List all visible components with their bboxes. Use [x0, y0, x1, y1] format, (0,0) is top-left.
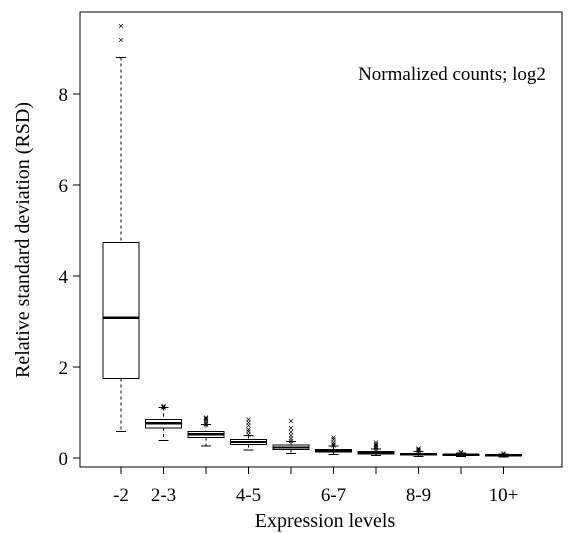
outlier-4-3: ×	[288, 428, 295, 437]
outlier-7-3: ×	[415, 444, 422, 453]
outlier-0-1: ×	[118, 35, 125, 44]
outlier-1-0: ×	[160, 402, 167, 411]
outlier-2-2: ×	[203, 417, 210, 426]
chart-annotation: Normalized counts; log2	[358, 64, 546, 85]
outlier-0-0: ×	[118, 22, 125, 31]
outlier-3-3: ×	[245, 421, 252, 430]
outlier-2-1: ×	[203, 419, 210, 428]
outlier-5-3: ×	[330, 435, 337, 444]
outlier-6-3: ×	[373, 440, 380, 449]
x-tick-label-1: 2-3	[151, 485, 176, 506]
x-tick-label-3: 4-5	[236, 485, 261, 506]
x-tick-label-0: -2	[113, 485, 129, 506]
outlier-3-1: ×	[245, 427, 252, 436]
outlier-5-4: ×	[330, 433, 337, 442]
outlier-5-0: ×	[330, 441, 337, 450]
y-tick-label-3: 6	[59, 176, 69, 197]
outlier-1-3: ×	[160, 403, 167, 412]
outlier-4-0: ×	[288, 437, 295, 446]
outlier-7-1: ×	[415, 446, 422, 455]
outlier-4-4: ×	[288, 423, 295, 432]
outlier-7-2: ×	[415, 445, 422, 454]
outlier-8-1: ×	[458, 448, 465, 457]
outlier-1-2: ×	[160, 403, 167, 412]
outlier-9-1: ×	[500, 449, 507, 458]
outlier-3-2: ×	[245, 425, 252, 434]
y-tick-label-2: 4	[59, 267, 69, 288]
x-tick-label-9: 10+	[489, 485, 519, 506]
outlier-7-0: ×	[415, 447, 422, 456]
y-tick-label-0: 0	[59, 449, 69, 470]
outlier-4-2: ×	[288, 431, 295, 440]
boxes-layer: ××××××××××××××××××××××××××××××××××××××××…	[102, 22, 522, 458]
outlier-3-0: ×	[245, 430, 252, 439]
x-axis-title: Expression levels	[255, 510, 396, 532]
outlier-4-1: ×	[288, 434, 295, 443]
axes-layer	[73, 11, 563, 474]
outlier-2-0: ×	[203, 420, 210, 429]
outlier-9-0: ×	[500, 449, 507, 458]
outlier-2-5: ×	[203, 413, 210, 422]
outlier-1-1: ×	[160, 402, 167, 411]
outlier-6-4: ×	[373, 438, 380, 447]
x-tick-label-5: 6-7	[321, 485, 346, 506]
outlier-5-1: ×	[330, 440, 337, 449]
x-tick-label-7: 8-9	[406, 485, 431, 506]
outlier-6-2: ×	[373, 441, 380, 450]
y-tick-label-1: 2	[59, 358, 69, 379]
outlier-2-4: ×	[203, 414, 210, 423]
outlier-5-2: ×	[330, 438, 337, 447]
outlier-6-1: ×	[373, 443, 380, 452]
outlier-3-4: ×	[245, 418, 252, 427]
y-tick-label-4: 8	[59, 85, 69, 106]
outlier-8-0: ×	[458, 448, 465, 457]
labels-layer: 0 2 4 6 8 -2 2-3 4-5 6-7 8-9 10+ Normalized counts;…	[12, 64, 546, 532]
outlier-2-3: ×	[203, 415, 210, 424]
outlier-3-5: ×	[245, 415, 252, 424]
outlier-4-5: ×	[288, 417, 295, 426]
box-0	[102, 242, 140, 380]
y-axis-title: Relative standard deviation (RSD)	[12, 102, 34, 378]
outlier-6-0: ×	[373, 444, 380, 453]
